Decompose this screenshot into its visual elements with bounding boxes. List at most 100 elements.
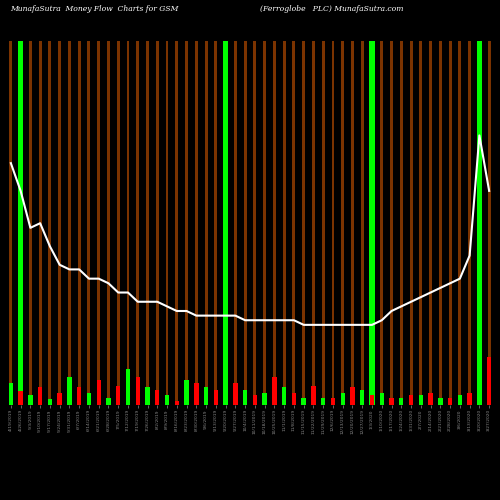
Bar xyxy=(48,40,51,405)
Bar xyxy=(195,40,198,405)
Bar xyxy=(165,396,169,405)
Bar xyxy=(302,40,305,405)
Bar xyxy=(311,386,316,405)
Bar xyxy=(340,392,345,405)
Bar xyxy=(185,40,188,405)
Bar xyxy=(156,40,158,405)
Bar xyxy=(136,40,139,405)
Bar xyxy=(468,40,471,405)
Bar xyxy=(117,40,119,405)
Bar xyxy=(214,40,218,405)
Bar xyxy=(28,396,32,405)
Bar xyxy=(282,40,286,405)
Bar xyxy=(126,40,130,405)
Bar xyxy=(107,40,110,405)
Bar xyxy=(488,40,490,405)
Bar xyxy=(38,40,42,405)
Bar xyxy=(302,398,306,405)
Bar xyxy=(487,356,492,405)
Bar xyxy=(380,392,384,405)
Bar xyxy=(88,40,90,405)
Bar xyxy=(361,40,364,405)
Bar xyxy=(146,40,149,405)
Bar xyxy=(448,398,452,405)
Bar xyxy=(146,387,150,405)
Bar xyxy=(420,40,422,405)
Bar xyxy=(399,398,404,405)
Bar xyxy=(58,40,61,405)
Bar xyxy=(370,396,374,405)
Bar xyxy=(18,391,23,405)
Bar xyxy=(86,392,91,405)
Bar xyxy=(292,40,296,405)
Bar xyxy=(409,396,414,405)
Bar xyxy=(458,40,462,405)
Bar xyxy=(322,40,324,405)
Bar xyxy=(214,390,218,405)
Bar xyxy=(360,390,364,405)
Bar xyxy=(263,40,266,405)
Bar xyxy=(174,401,179,405)
Text: (Ferroglobe   PLC) MunafaSutra.com: (Ferroglobe PLC) MunafaSutra.com xyxy=(260,5,404,13)
Bar xyxy=(332,40,334,405)
Bar xyxy=(38,387,42,405)
Bar xyxy=(262,392,267,405)
Bar xyxy=(48,400,52,405)
Bar xyxy=(321,398,326,405)
Bar xyxy=(234,40,237,405)
Bar xyxy=(342,40,344,405)
Bar xyxy=(252,396,257,405)
Bar xyxy=(67,378,71,405)
Bar xyxy=(116,386,120,405)
Bar xyxy=(18,40,24,405)
Bar xyxy=(136,378,140,405)
Bar xyxy=(106,398,110,405)
Bar xyxy=(478,40,481,405)
Bar xyxy=(166,40,168,405)
Bar xyxy=(243,390,248,405)
Bar xyxy=(68,40,71,405)
Bar xyxy=(390,40,393,405)
Bar xyxy=(458,396,462,405)
Bar xyxy=(418,396,423,405)
Bar xyxy=(370,40,374,405)
Bar xyxy=(204,387,208,405)
Text: MunafaSutra  Money Flow  Charts for GSM: MunafaSutra Money Flow Charts for GSM xyxy=(10,5,178,13)
Bar xyxy=(184,380,188,405)
Bar xyxy=(233,383,237,405)
Bar xyxy=(96,380,101,405)
Bar xyxy=(223,40,228,405)
Bar xyxy=(272,378,276,405)
Bar xyxy=(331,398,335,405)
Bar xyxy=(476,40,482,405)
Bar xyxy=(78,40,80,405)
Bar xyxy=(429,40,432,405)
Bar xyxy=(77,387,82,405)
Bar xyxy=(224,386,228,405)
Bar xyxy=(448,40,452,405)
Bar xyxy=(244,40,246,405)
Bar xyxy=(292,392,296,405)
Bar xyxy=(126,369,130,405)
Bar xyxy=(19,40,22,405)
Bar xyxy=(155,390,160,405)
Bar xyxy=(312,40,315,405)
Bar xyxy=(204,40,208,405)
Bar xyxy=(370,40,374,405)
Bar xyxy=(390,398,394,405)
Bar xyxy=(350,387,354,405)
Bar xyxy=(194,383,198,405)
Bar xyxy=(438,398,442,405)
Bar xyxy=(224,40,227,405)
Bar xyxy=(29,40,32,405)
Bar xyxy=(428,392,433,405)
Bar xyxy=(439,40,442,405)
Bar xyxy=(58,392,62,405)
Bar xyxy=(380,40,383,405)
Bar xyxy=(400,40,403,405)
Bar xyxy=(477,342,482,405)
Bar xyxy=(468,392,472,405)
Bar xyxy=(273,40,276,405)
Bar xyxy=(254,40,256,405)
Bar xyxy=(351,40,354,405)
